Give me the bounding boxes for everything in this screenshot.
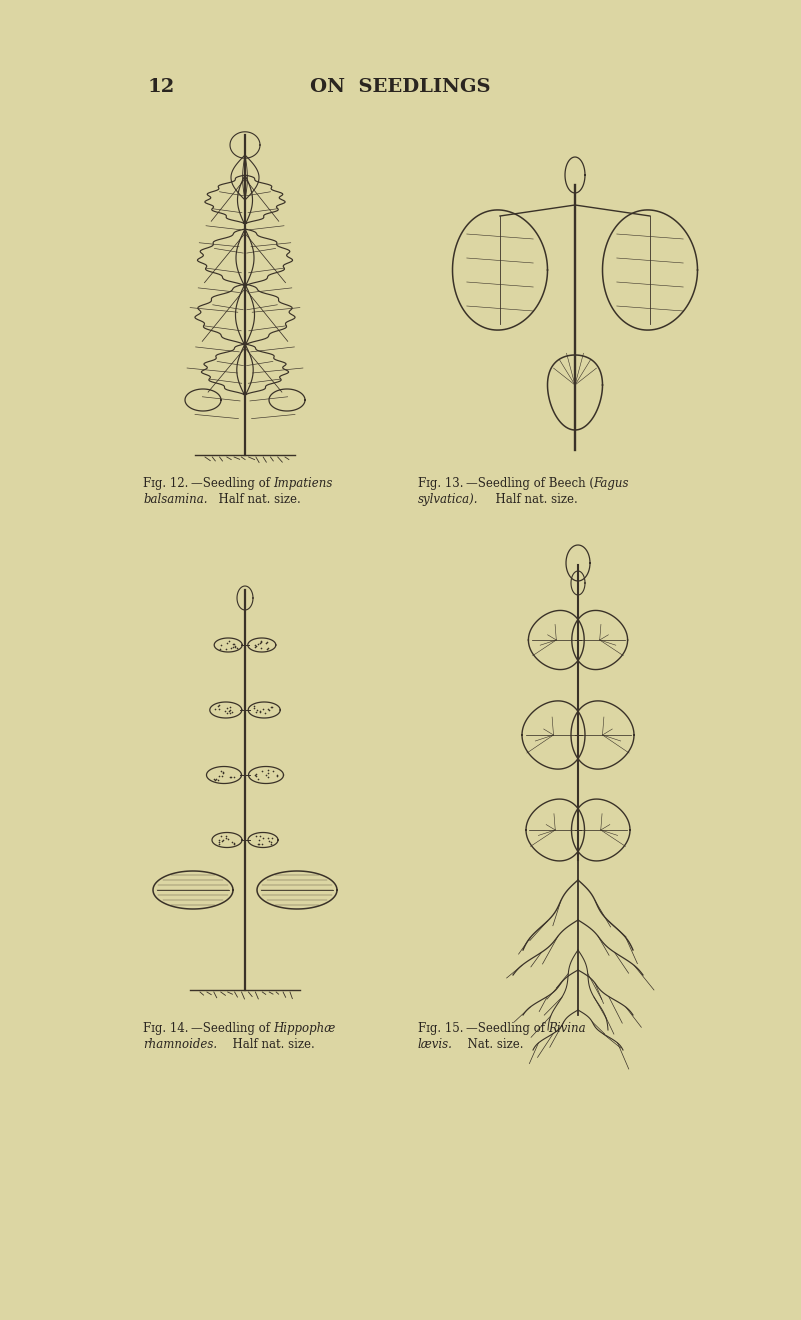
Text: Half nat. size.: Half nat. size. [225, 1038, 315, 1051]
Text: Fɪg. 14.: Fɪg. 14. [143, 1022, 188, 1035]
Text: Fagus: Fagus [593, 477, 629, 490]
Text: —Seedling of Beech (: —Seedling of Beech ( [466, 477, 594, 490]
Text: Impatiens: Impatiens [273, 477, 332, 490]
Text: Fɪg. 15.: Fɪg. 15. [418, 1022, 464, 1035]
Text: Half nat. size.: Half nat. size. [488, 492, 578, 506]
Text: lævis.: lævis. [418, 1038, 453, 1051]
Text: Hippophæ: Hippophæ [273, 1022, 336, 1035]
Text: —Seedling of: —Seedling of [466, 1022, 549, 1035]
Text: rhamnoides.: rhamnoides. [143, 1038, 217, 1051]
Text: —Seedling of: —Seedling of [191, 1022, 274, 1035]
Text: sylvatica).: sylvatica). [418, 492, 478, 506]
Text: —Seedling of: —Seedling of [191, 477, 274, 490]
Text: Nat. size.: Nat. size. [460, 1038, 524, 1051]
Text: Fɪg. 13.: Fɪg. 13. [418, 477, 464, 490]
Text: Half nat. size.: Half nat. size. [211, 492, 300, 506]
Text: Fɪg. 12.: Fɪg. 12. [143, 477, 188, 490]
Text: ON  SEEDLINGS: ON SEEDLINGS [310, 78, 490, 96]
Text: Rivina: Rivina [548, 1022, 586, 1035]
Text: balsamina.: balsamina. [143, 492, 207, 506]
Text: 12: 12 [148, 78, 175, 96]
